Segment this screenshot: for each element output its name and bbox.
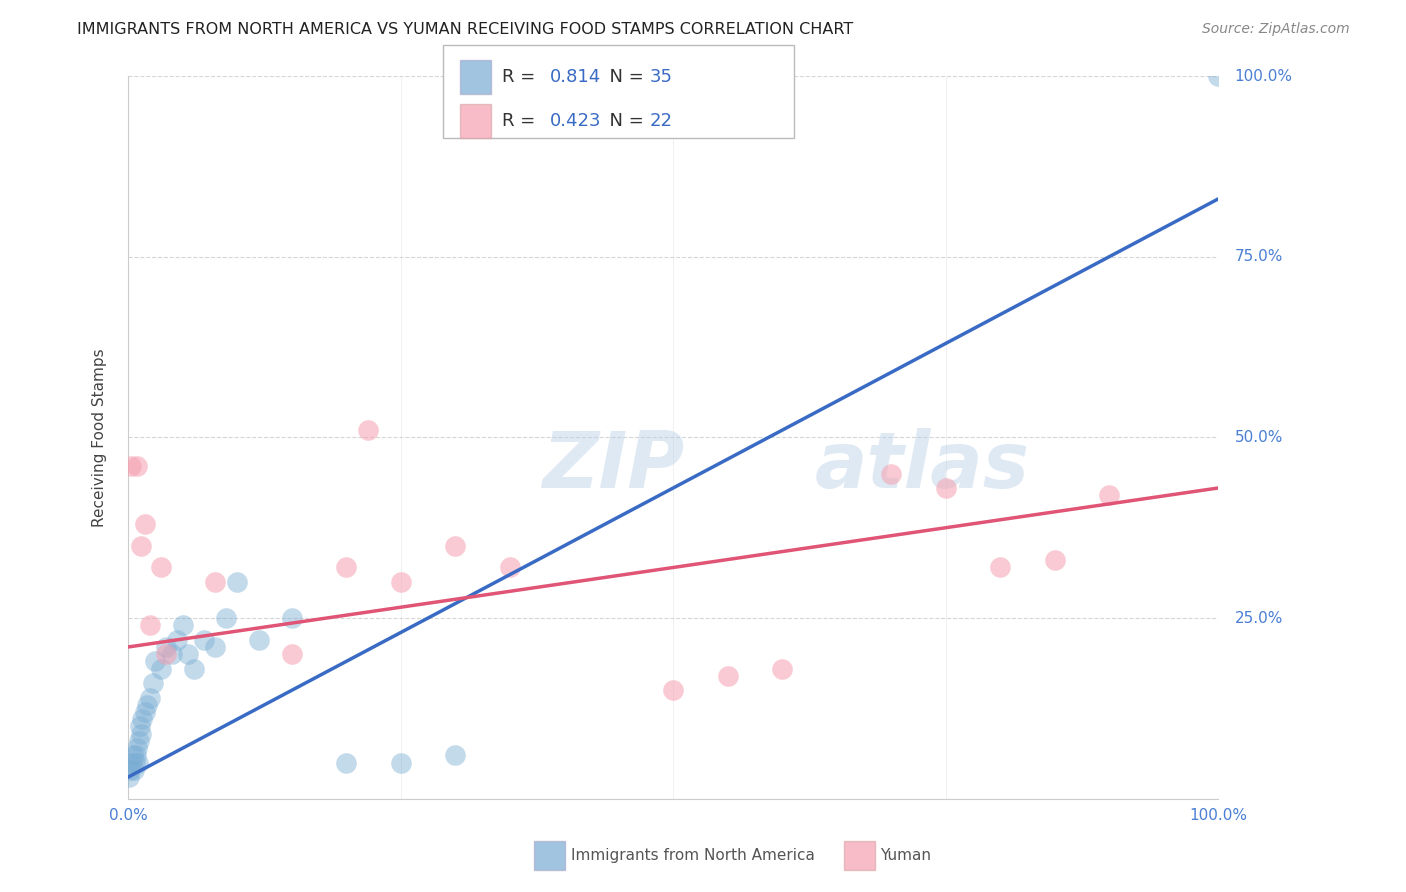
Point: [121, 748, 143, 763]
Point: [247, 632, 270, 647]
Point: [935, 481, 957, 495]
Point: [172, 618, 194, 632]
Point: [1043, 553, 1066, 567]
Point: [129, 719, 152, 733]
Text: IMMIGRANTS FROM NORTH AMERICA VS YUMAN RECEIVING FOOD STAMPS CORRELATION CHART: IMMIGRANTS FROM NORTH AMERICA VS YUMAN R…: [77, 22, 853, 37]
Point: [880, 467, 903, 481]
Point: [193, 632, 215, 647]
Point: [139, 618, 162, 632]
Point: [129, 539, 152, 553]
Point: [183, 662, 205, 676]
Point: [204, 640, 226, 654]
Point: [389, 574, 412, 589]
Point: [389, 756, 412, 770]
Text: Source: ZipAtlas.com: Source: ZipAtlas.com: [1202, 22, 1350, 37]
Point: [155, 640, 177, 654]
Point: [131, 712, 153, 726]
Point: [499, 560, 522, 574]
Point: [335, 560, 357, 574]
Text: ZIP: ZIP: [543, 428, 685, 504]
Point: [1206, 69, 1229, 83]
Point: [120, 459, 142, 474]
Point: [166, 632, 188, 647]
Y-axis label: Receiving Food Stamps: Receiving Food Stamps: [93, 348, 107, 526]
Point: [118, 770, 141, 784]
Point: [127, 756, 149, 770]
Text: 0.814: 0.814: [550, 69, 600, 87]
Text: Yuman: Yuman: [880, 848, 931, 863]
Text: 25.0%: 25.0%: [1234, 610, 1282, 625]
Point: [120, 756, 142, 770]
Point: [357, 423, 380, 437]
Point: [215, 611, 238, 625]
Point: [1098, 488, 1121, 502]
Point: [145, 655, 167, 669]
Text: N =: N =: [598, 112, 650, 130]
Point: [335, 756, 357, 770]
Point: [770, 662, 793, 676]
Point: [149, 662, 172, 676]
Point: [226, 574, 249, 589]
Text: Immigrants from North America: Immigrants from North America: [571, 848, 814, 863]
Text: 75.0%: 75.0%: [1234, 249, 1282, 264]
Text: atlas: atlas: [815, 428, 1031, 504]
Point: [444, 539, 467, 553]
Point: [177, 647, 200, 661]
Point: [988, 560, 1011, 574]
Point: [125, 459, 148, 474]
Point: [129, 727, 152, 741]
Point: [125, 748, 148, 763]
Point: [280, 611, 302, 625]
Text: 100.0%: 100.0%: [1234, 69, 1292, 84]
Point: [134, 517, 156, 532]
Point: [125, 741, 148, 756]
Point: [204, 574, 226, 589]
Point: [155, 647, 177, 661]
Text: 35: 35: [650, 69, 672, 87]
Text: R =: R =: [502, 69, 541, 87]
Text: 0.423: 0.423: [550, 112, 602, 130]
Text: N =: N =: [598, 69, 650, 87]
Text: R =: R =: [502, 112, 541, 130]
Point: [444, 748, 467, 763]
Point: [139, 690, 162, 705]
Text: 22: 22: [650, 112, 672, 130]
Point: [124, 756, 146, 770]
Point: [135, 698, 157, 712]
Point: [142, 676, 165, 690]
Point: [280, 647, 302, 661]
Point: [717, 669, 740, 683]
Point: [120, 763, 142, 777]
Text: 50.0%: 50.0%: [1234, 430, 1282, 445]
Point: [134, 705, 156, 719]
Point: [149, 560, 172, 574]
Point: [160, 647, 183, 661]
Point: [122, 763, 145, 777]
Point: [128, 734, 150, 748]
Point: [662, 683, 685, 698]
